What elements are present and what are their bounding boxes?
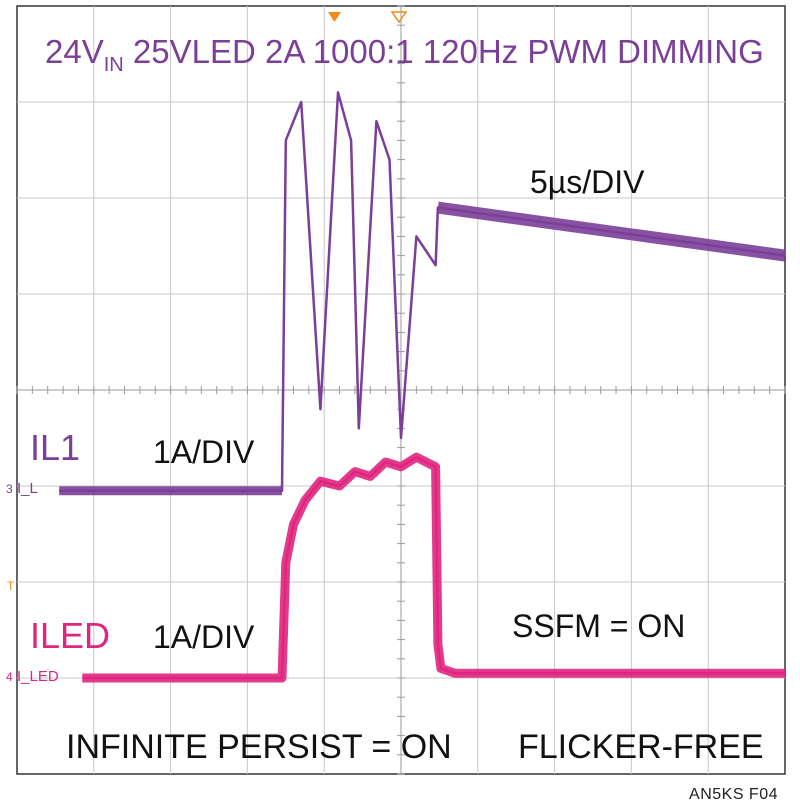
il1-scale-label: 1A/DIV xyxy=(153,434,255,470)
flicker-annotation: FLICKER-FREE xyxy=(518,728,764,766)
persist-annotation: INFINITE PERSIST = ON xyxy=(66,728,452,766)
trace-il1-ramp-band xyxy=(437,201,786,262)
trigger-position-icon xyxy=(390,11,408,24)
ssfm-annotation: SSFM = ON xyxy=(512,608,685,644)
plot-title-rest: 25VLED 2A 1000:1 120Hz PWM DIMMING xyxy=(124,33,764,70)
iled-scale-label: 1A/DIV xyxy=(153,619,255,655)
il1-label: IL1 xyxy=(30,427,80,468)
trace-iled xyxy=(82,455,785,680)
traces xyxy=(59,91,786,683)
timebase-label: 5µs/DIV xyxy=(530,164,645,200)
plot-title-subscript: IN xyxy=(104,54,124,76)
trace-il1 xyxy=(59,91,786,493)
graticule-grid xyxy=(16,5,786,775)
plot-title: 24VIN 25VLED 2A 1000:1 120Hz PWM DIMMING xyxy=(45,33,764,76)
il1-marker-number: 3 xyxy=(6,482,13,496)
trigger-level-mark: T xyxy=(7,579,15,593)
il1-marker: I_L xyxy=(17,480,38,497)
figure-id: AN5KS F04 xyxy=(689,786,778,803)
trigger-marker-icon xyxy=(328,12,341,22)
iled-marker-number: 4 xyxy=(6,670,13,684)
iled-label: ILED xyxy=(30,615,110,656)
iled-marker: I_LED xyxy=(17,668,59,685)
